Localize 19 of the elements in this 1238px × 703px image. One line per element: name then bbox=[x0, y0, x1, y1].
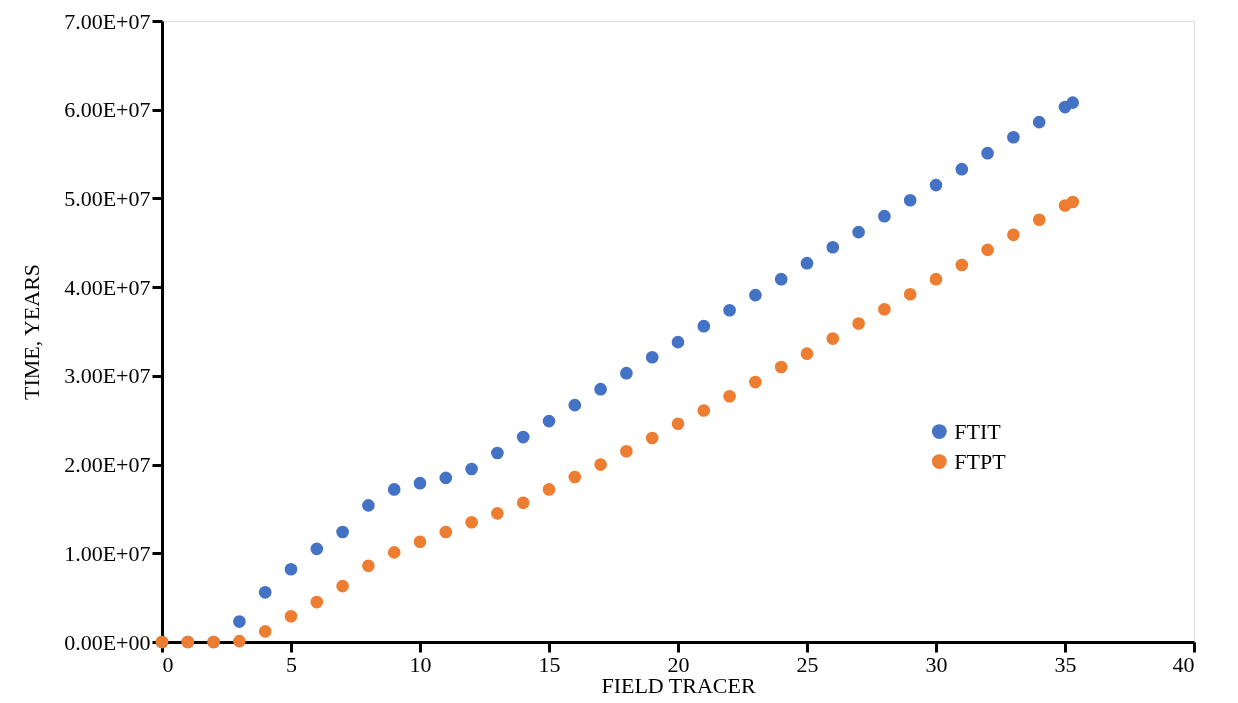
y-axis-title: TIME, YEARS bbox=[19, 263, 45, 401]
y-tick-label: 7.00E+07 bbox=[64, 8, 151, 34]
x-tick-label: 15 bbox=[538, 651, 561, 677]
y-tick-label: 3.00E+07 bbox=[64, 363, 151, 389]
legend-label: FTPT bbox=[954, 448, 1007, 474]
x-tick-label: 5 bbox=[286, 651, 297, 677]
y-tick-label: 1.00E+07 bbox=[64, 540, 151, 566]
x-tick-label: 25 bbox=[796, 651, 819, 677]
y-tick-label: 2.00E+07 bbox=[64, 452, 151, 478]
x-tick-label: 0 bbox=[162, 651, 174, 677]
legend-label: FTIT bbox=[954, 418, 1002, 444]
y-tick-label: 0.00E+00 bbox=[64, 629, 151, 655]
x-tick-label: 35 bbox=[1054, 651, 1077, 677]
y-tick-label: 6.00E+07 bbox=[64, 97, 151, 123]
y-tick-label: 4.00E+07 bbox=[64, 274, 151, 300]
x-tick-label: 30 bbox=[925, 651, 948, 677]
y-tick-label: 5.00E+07 bbox=[64, 185, 151, 211]
x-tick-label: 40 bbox=[1172, 651, 1195, 677]
x-tick-label: 10 bbox=[409, 651, 432, 677]
